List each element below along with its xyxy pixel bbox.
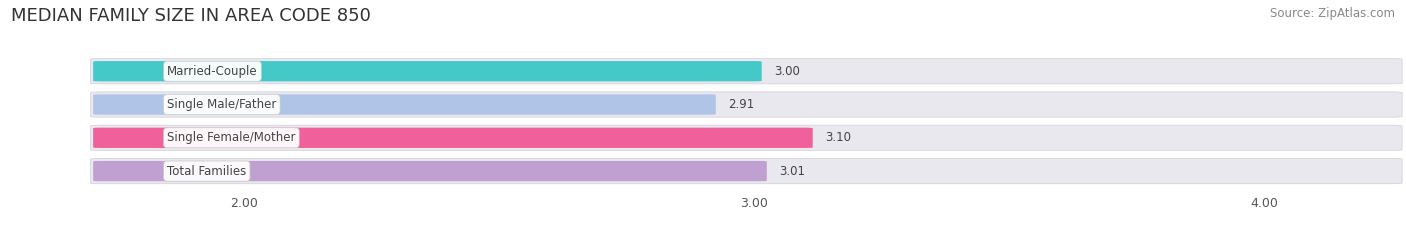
FancyBboxPatch shape xyxy=(90,92,1402,117)
Text: MEDIAN FAMILY SIZE IN AREA CODE 850: MEDIAN FAMILY SIZE IN AREA CODE 850 xyxy=(11,7,371,25)
Text: Married-Couple: Married-Couple xyxy=(167,65,257,78)
FancyBboxPatch shape xyxy=(90,158,1402,184)
Text: 3.01: 3.01 xyxy=(779,164,806,178)
FancyBboxPatch shape xyxy=(93,128,813,148)
FancyBboxPatch shape xyxy=(93,94,716,115)
FancyBboxPatch shape xyxy=(90,58,1402,84)
Text: Total Families: Total Families xyxy=(167,164,246,178)
Text: Source: ZipAtlas.com: Source: ZipAtlas.com xyxy=(1270,7,1395,20)
FancyBboxPatch shape xyxy=(90,125,1402,151)
Text: 3.10: 3.10 xyxy=(825,131,852,144)
Text: Single Female/Mother: Single Female/Mother xyxy=(167,131,295,144)
Text: 3.00: 3.00 xyxy=(775,65,800,78)
FancyBboxPatch shape xyxy=(93,161,766,181)
Text: 2.91: 2.91 xyxy=(728,98,755,111)
FancyBboxPatch shape xyxy=(93,61,762,81)
Text: Single Male/Father: Single Male/Father xyxy=(167,98,277,111)
